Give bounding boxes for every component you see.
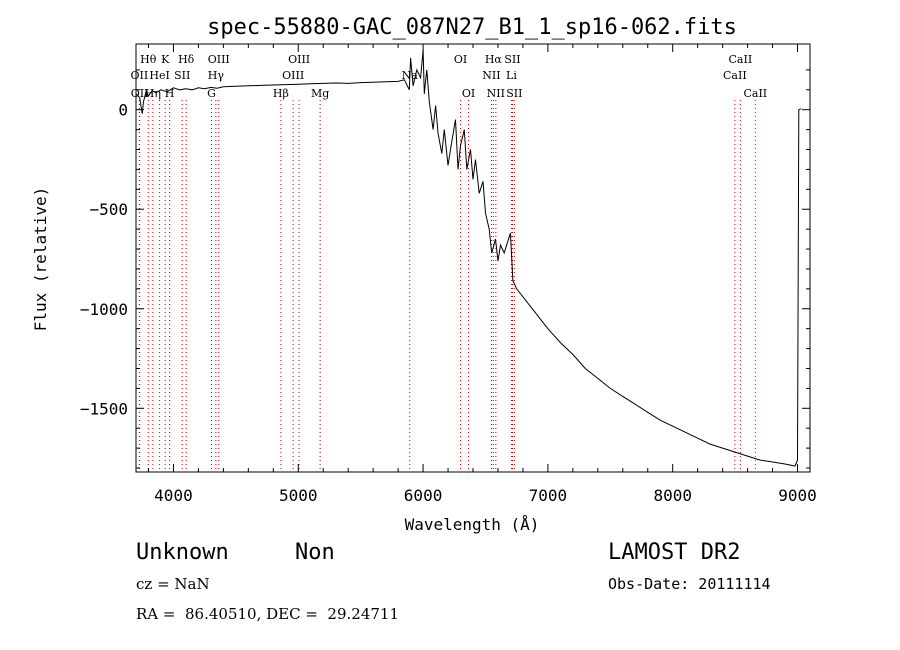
spectral-line-label: Hδ [178, 53, 195, 66]
spectral-line-label: CaII [729, 53, 753, 66]
spectral-line-label: OI [454, 53, 467, 66]
spectral-line-label: OIII [288, 53, 310, 66]
x-tick-label: 9000 [778, 486, 817, 505]
chart-title: spec-55880-GAC_087N27_B1_1_sp16-062.fits [207, 15, 737, 40]
spectral-line-label: Hγ [208, 69, 225, 82]
x-tick-label: 4000 [154, 486, 193, 505]
survey-name: LAMOST DR2 [608, 540, 741, 565]
spectral-line-label: OI [462, 87, 475, 100]
spectral-line-label: Mg [311, 87, 329, 100]
x-tick-label: 5000 [279, 486, 318, 505]
x-tick-label: 6000 [404, 486, 443, 505]
y-tick-label: −1000 [80, 300, 128, 319]
coordinates: RA = 86.40510, DEC = 29.24711 [136, 605, 400, 623]
spectral-line-label: Li [506, 69, 517, 82]
spectral-line-label: K [161, 53, 170, 66]
y-tick-label: 0 [118, 101, 128, 120]
x-tick-label: 7000 [529, 486, 568, 505]
spectral-line-label: CaII [743, 87, 767, 100]
spectral-line-label: OIII [208, 53, 230, 66]
spectral-line-label: SII [506, 87, 522, 100]
spectral-line-label: SII [504, 53, 520, 66]
x-tick-label: 8000 [653, 486, 692, 505]
spectral-line-label: Hθ [140, 53, 157, 66]
redshift-cz: cz = NaN [136, 575, 210, 593]
y-axis-label: Flux (relative) [31, 187, 50, 332]
spectral-class: Unknown [136, 540, 229, 565]
spectral-line-label: Hβ [273, 87, 289, 100]
spectral-line-label: OII [131, 69, 149, 82]
spectral-line-label: Hη [145, 87, 161, 100]
spectral-line-label: SII [174, 69, 190, 82]
spectral-line-label: H [165, 87, 175, 100]
x-axis-label: Wavelength (Å) [405, 515, 540, 534]
spectral-line-label: OII [131, 87, 149, 100]
spectrum-line [135, 49, 802, 467]
spectral-line-label: NII [487, 87, 505, 100]
spectral-line-label: Hα [485, 53, 503, 66]
spectral-line-label: NII [482, 69, 500, 82]
observation-date: Obs-Date: 20111114 [608, 575, 771, 593]
spectral-line-label: HeI [149, 69, 169, 82]
spectral-line-label: G [207, 87, 216, 100]
spectral-subclass: Non [295, 540, 335, 565]
plot-frame [135, 43, 811, 473]
y-tick-label: −1500 [80, 399, 128, 418]
y-tick-label: −500 [89, 200, 128, 219]
spectral-line-label: OIII [282, 69, 304, 82]
spectral-line-label: CaII [723, 69, 747, 82]
